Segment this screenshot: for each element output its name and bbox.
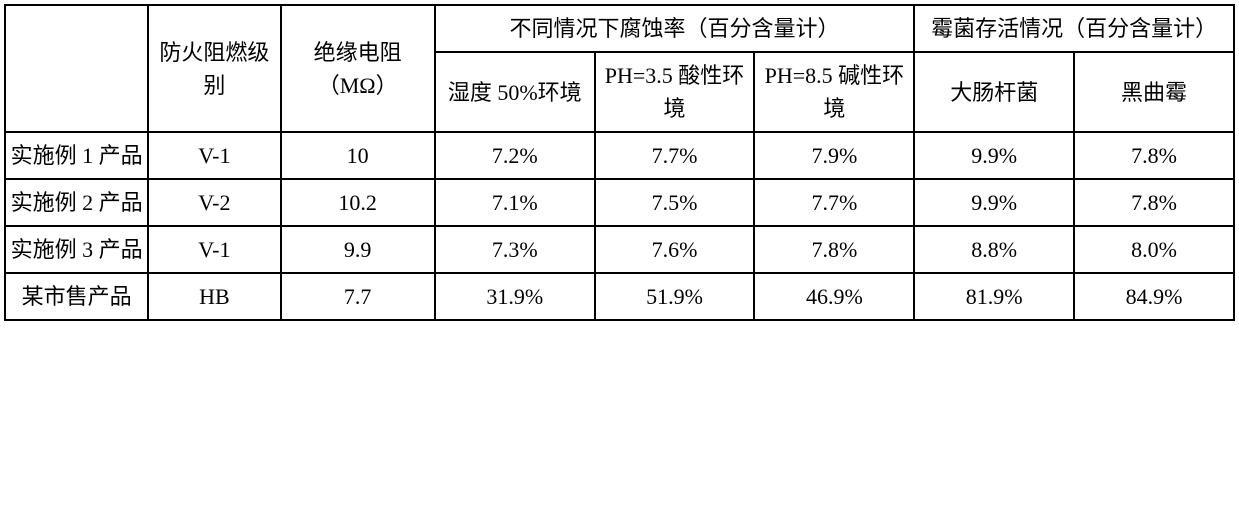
- cell-fire: V-1: [148, 226, 280, 273]
- cell-res: 9.9: [281, 226, 435, 273]
- subheader-acid: PH=3.5 酸性环境: [595, 52, 755, 132]
- cell-m2: 7.8%: [1074, 179, 1234, 226]
- cell-c3: 7.8%: [754, 226, 914, 273]
- cell-fire: V-2: [148, 179, 280, 226]
- table-row: 实施例 3 产品 V-1 9.9 7.3% 7.6% 7.8% 8.8% 8.0…: [5, 226, 1234, 273]
- cell-m1: 9.9%: [914, 132, 1074, 179]
- cell-c1: 7.2%: [435, 132, 595, 179]
- cell-c2: 7.7%: [595, 132, 755, 179]
- table-row: 实施例 2 产品 V-2 10.2 7.1% 7.5% 7.7% 9.9% 7.…: [5, 179, 1234, 226]
- subheader-ecoli: 大肠杆菌: [914, 52, 1074, 132]
- header-insulation-resistance: 绝缘电阻（MΩ）: [281, 5, 435, 132]
- cell-m2: 84.9%: [1074, 273, 1234, 320]
- cell-res: 7.7: [281, 273, 435, 320]
- cell-c1: 7.3%: [435, 226, 595, 273]
- cell-m1: 8.8%: [914, 226, 1074, 273]
- subheader-humidity: 湿度 50%环境: [435, 52, 595, 132]
- header-fire-rating: 防火阻燃级别: [148, 5, 280, 132]
- cell-m2: 8.0%: [1074, 226, 1234, 273]
- cell-res: 10: [281, 132, 435, 179]
- header-corrosion-group: 不同情况下腐蚀率（百分含量计）: [435, 5, 914, 52]
- cell-m1: 81.9%: [914, 273, 1074, 320]
- subheader-aspergillus: 黑曲霉: [1074, 52, 1234, 132]
- table-row: 实施例 1 产品 V-1 10 7.2% 7.7% 7.9% 9.9% 7.8%: [5, 132, 1234, 179]
- subheader-alkali: PH=8.5 碱性环境: [754, 52, 914, 132]
- cell-c3: 46.9%: [754, 273, 914, 320]
- cell-c1: 7.1%: [435, 179, 595, 226]
- header-mold-group: 霉菌存活情况（百分含量计）: [914, 5, 1234, 52]
- row-label: 实施例 3 产品: [5, 226, 148, 273]
- cell-c2: 51.9%: [595, 273, 755, 320]
- cell-m2: 7.8%: [1074, 132, 1234, 179]
- cell-res: 10.2: [281, 179, 435, 226]
- header-row-1: 防火阻燃级别 绝缘电阻（MΩ） 不同情况下腐蚀率（百分含量计） 霉菌存活情况（百…: [5, 5, 1234, 52]
- cell-c1: 31.9%: [435, 273, 595, 320]
- header-blank: [5, 5, 148, 132]
- data-table: 防火阻燃级别 绝缘电阻（MΩ） 不同情况下腐蚀率（百分含量计） 霉菌存活情况（百…: [4, 4, 1235, 321]
- row-label: 实施例 2 产品: [5, 179, 148, 226]
- cell-fire: HB: [148, 273, 280, 320]
- cell-fire: V-1: [148, 132, 280, 179]
- cell-c3: 7.9%: [754, 132, 914, 179]
- row-label: 实施例 1 产品: [5, 132, 148, 179]
- table-row: 某市售产品 HB 7.7 31.9% 51.9% 46.9% 81.9% 84.…: [5, 273, 1234, 320]
- cell-c2: 7.5%: [595, 179, 755, 226]
- cell-c3: 7.7%: [754, 179, 914, 226]
- row-label: 某市售产品: [5, 273, 148, 320]
- cell-c2: 7.6%: [595, 226, 755, 273]
- cell-m1: 9.9%: [914, 179, 1074, 226]
